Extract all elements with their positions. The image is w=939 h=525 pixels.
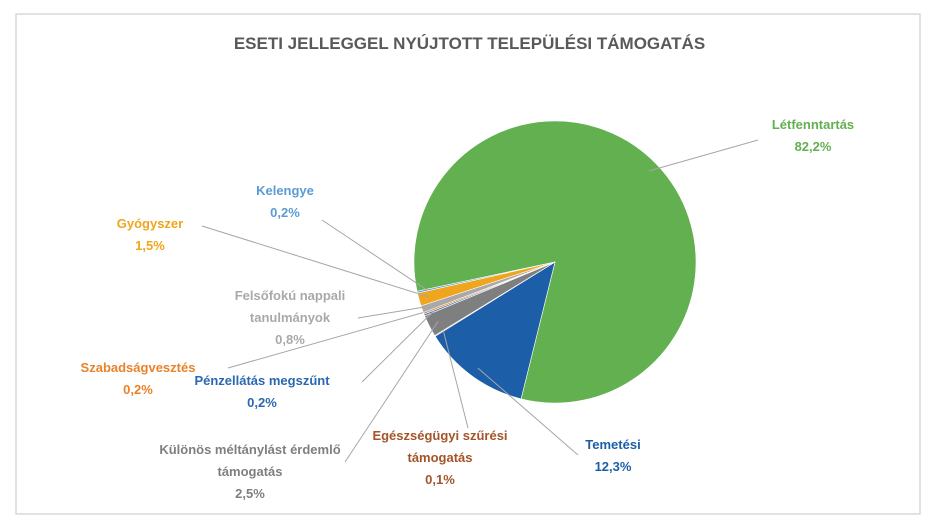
leader-line [649,139,759,172]
data-label: Gyógyszer 1,5% [95,213,205,257]
leader-line [321,219,428,291]
category-label: Gyógyszer [116,216,184,231]
value-label: 1,5% [135,238,165,253]
value-label: 12,3% [594,459,632,474]
data-label: Egészségügyi szűrési támogatás 0,1% [355,425,525,491]
category-label: Egészségügyi szűrési támogatás [372,428,508,465]
chart-title: ESETI JELLEGGEL NYÚJTOTT TELEPÜLÉSI TÁMO… [233,34,706,53]
data-label: Szabadságvesztés 0,2% [63,357,213,401]
category-label: Különös méltánylást érdemlő támogatás [159,442,341,479]
data-label: Felsőfokú nappali tanulmányok 0,8% [200,285,380,351]
value-label: 82,2% [794,139,832,154]
category-label: Pénzellátás megszűnt [194,373,330,388]
data-label: Temetési 12,3% [563,434,663,478]
category-label: Létfenntartás [771,117,855,132]
leader-line [201,225,429,298]
leader-line [442,330,469,429]
category-label: Felsőfokú nappali tanulmányok [234,288,346,325]
leader-line [344,321,439,463]
data-label: Különös méltánylást érdemlő támogatás 2,5… [155,439,345,505]
category-label: Kelengye [256,183,314,198]
value-label: 0,8% [275,332,305,347]
leader-line [477,367,579,456]
leader-line [361,310,434,383]
leader-line [357,305,432,319]
value-label: 0,1% [425,472,455,487]
value-label: 0,2% [270,205,300,220]
value-label: 0,2% [247,395,277,410]
data-label: Kelengye 0,2% [235,180,335,224]
leader-line [227,309,434,369]
data-label: Létfenntartás 82,2% [753,114,873,158]
category-label: Szabadságvesztés [80,360,196,375]
value-label: 2,5% [235,486,265,501]
data-label: Pénzellátás megszűnt 0,2% [167,370,357,414]
category-label: Temetési [585,437,641,452]
pie-slice [416,261,556,294]
pie-slice [434,261,556,400]
value-label: 0,2% [123,382,153,397]
